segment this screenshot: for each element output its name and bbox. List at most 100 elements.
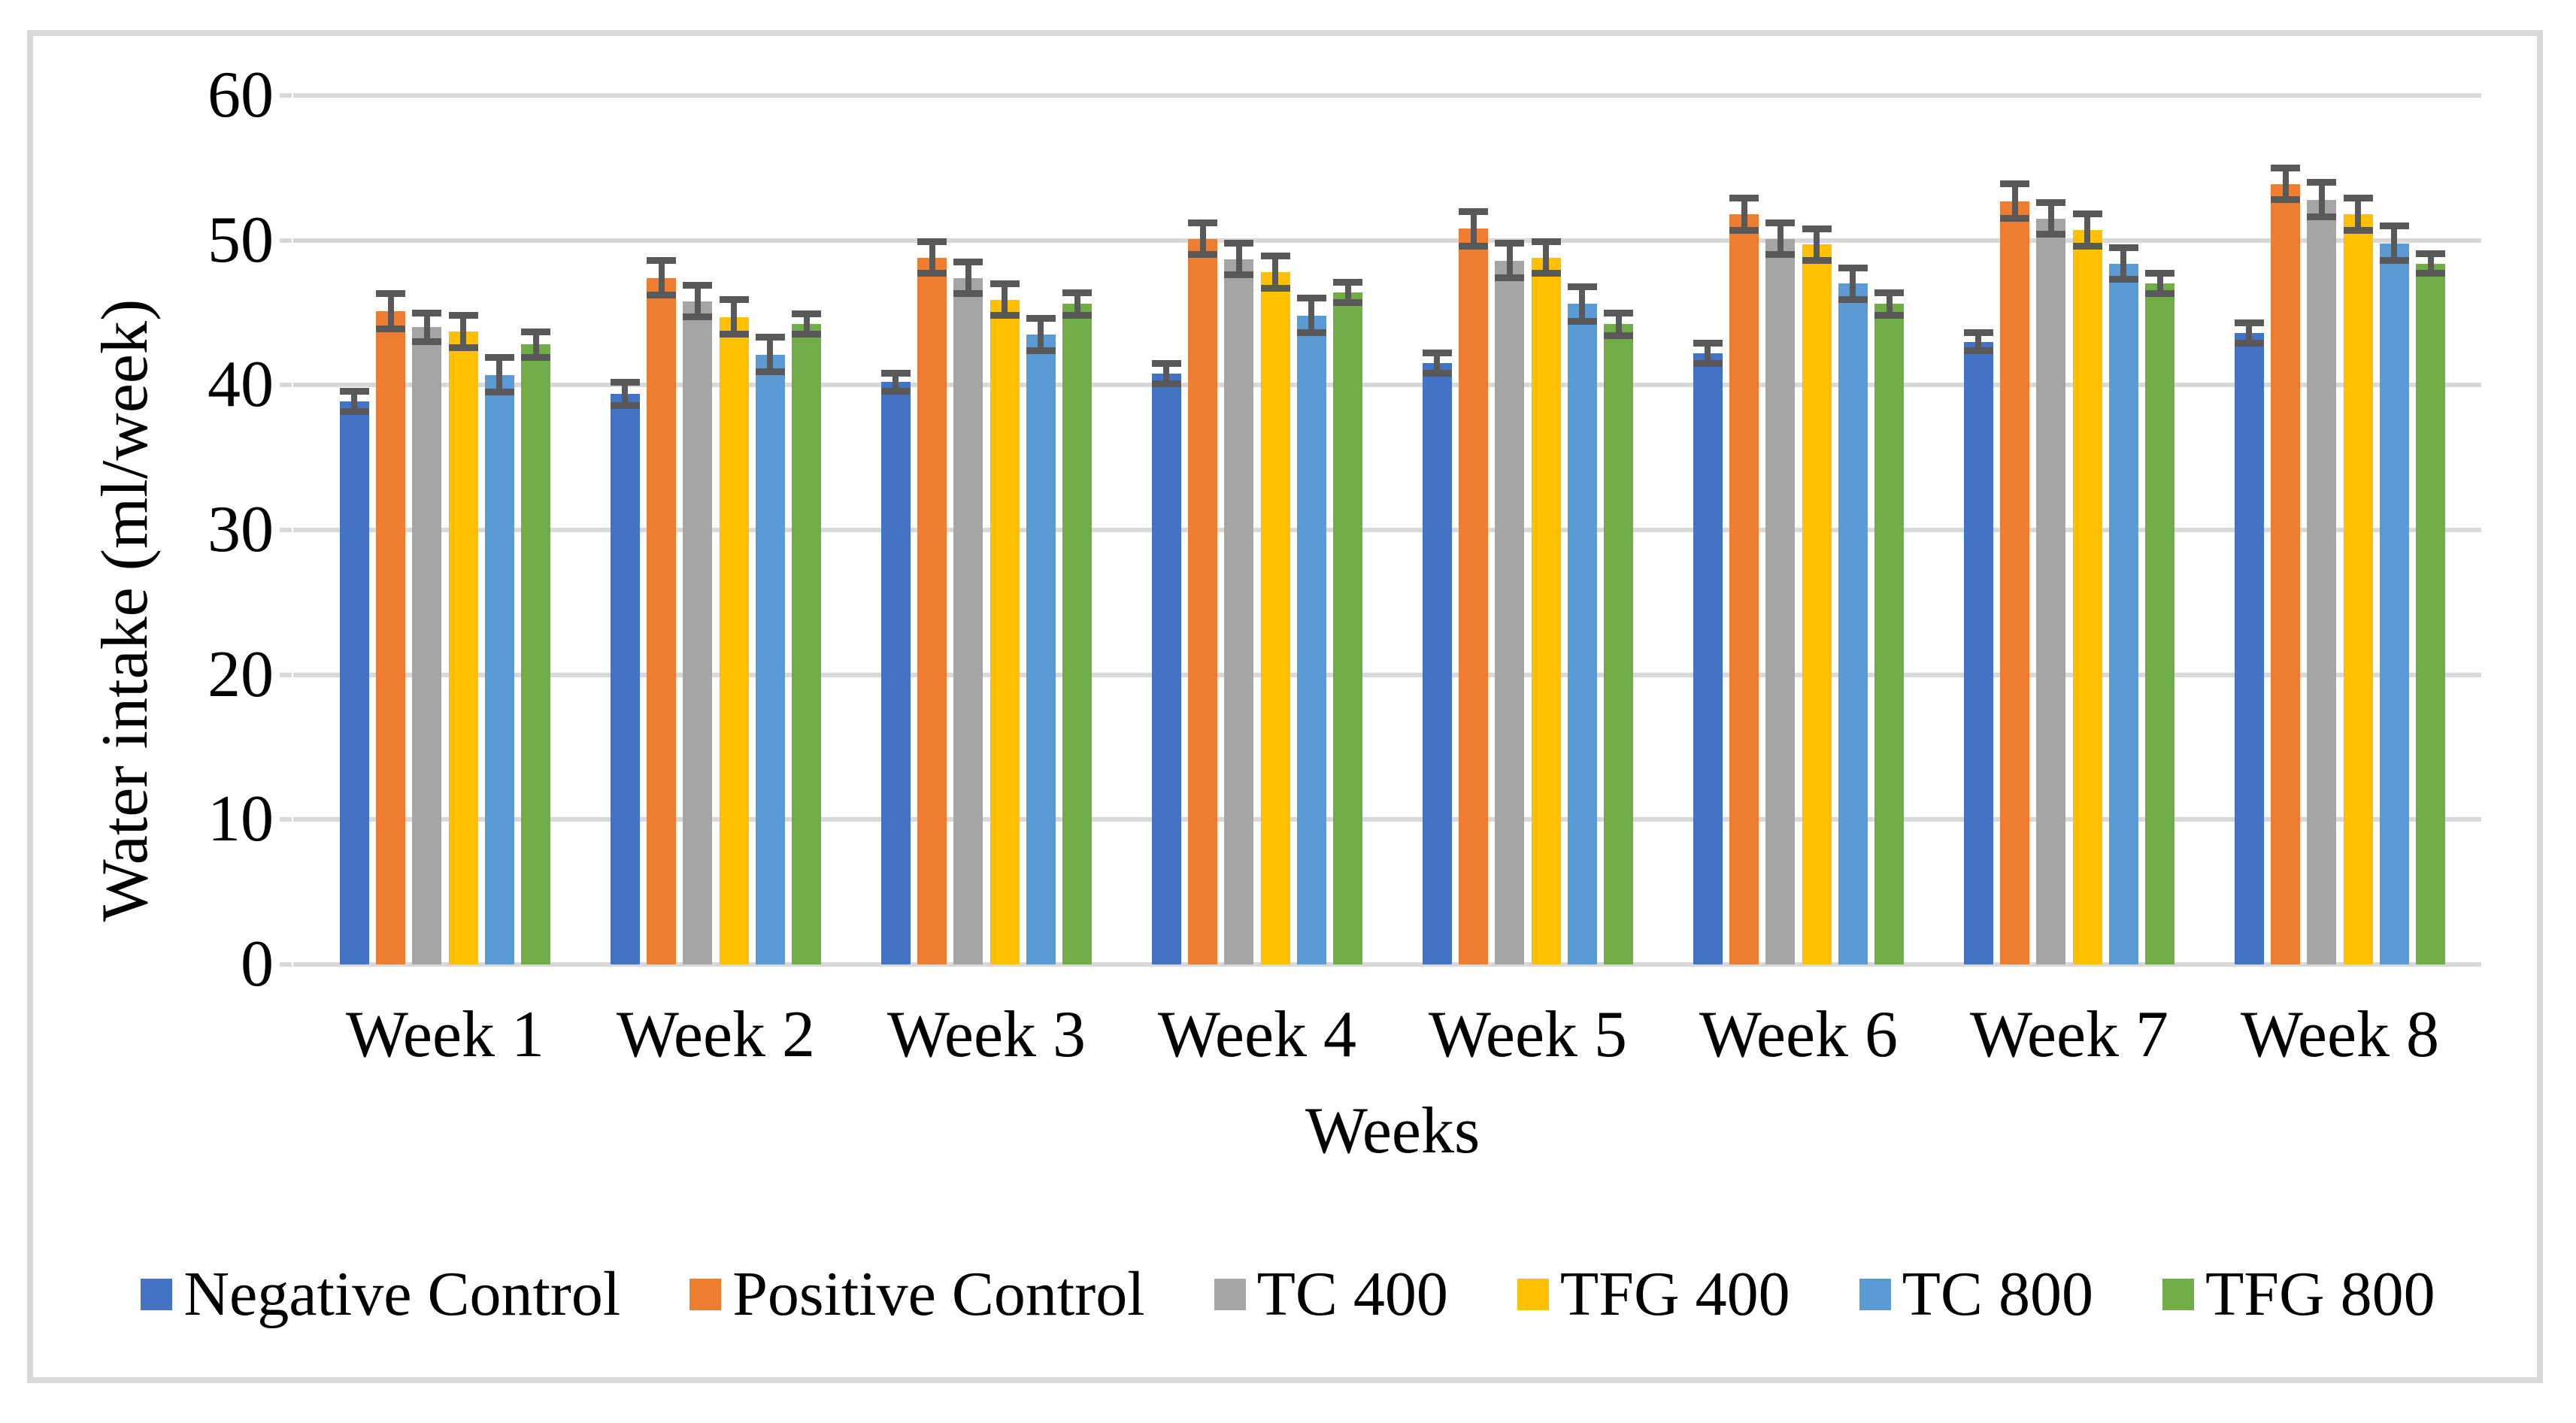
legend-item-tc-800: TC 800 xyxy=(1859,1258,2093,1331)
error-bar-cap-top xyxy=(412,309,442,316)
legend-swatch-icon xyxy=(689,1279,722,1310)
error-bar-cap-bottom xyxy=(1026,347,1056,354)
error-bar-cap-top xyxy=(917,238,947,246)
bar-positive-control-week-4 xyxy=(1188,238,1218,964)
error-bar-cap-bottom xyxy=(484,389,514,396)
error-bar-cap-bottom xyxy=(1874,312,1905,319)
y-tick-mark-30 xyxy=(280,528,292,532)
error-bar-cap-top xyxy=(1963,329,1993,337)
error-bar-line xyxy=(694,285,701,317)
error-bar-cap-bottom xyxy=(2379,257,2409,265)
error-bar-cap-bottom xyxy=(755,368,785,376)
error-bar-cap-bottom xyxy=(683,313,713,321)
error-bar-line xyxy=(2156,273,2163,294)
chart-legend: Negative Control Positive Control TC 400 TF… xyxy=(0,1257,2576,1332)
y-tick-label-0: 0 xyxy=(241,928,274,1001)
error-bar-cap-top xyxy=(989,280,1020,287)
bar-positive-control-week-8 xyxy=(2271,183,2301,964)
error-bar-line xyxy=(1470,211,1477,247)
x-tick-label-week-5: Week 5 xyxy=(1428,998,1628,1071)
error-bar-cap-top xyxy=(755,334,785,341)
error-bar-cap-bottom xyxy=(917,270,947,277)
error-bar-line xyxy=(767,337,774,372)
error-bar-line xyxy=(2427,253,2434,274)
legend-label: Negative Control xyxy=(183,1259,621,1329)
x-tick-label-week-7: Week 7 xyxy=(1969,998,2169,1071)
gridline-y0 xyxy=(293,962,2481,967)
error-bar-line xyxy=(1002,283,1008,316)
legend-item-tfg-800: TFG 800 xyxy=(2162,1258,2435,1331)
chart-outer-border xyxy=(27,30,2543,1383)
error-bar-cap-bottom xyxy=(1531,270,1561,277)
y-tick-mark-60 xyxy=(280,93,292,98)
error-bar-cap-top xyxy=(1604,309,1634,316)
error-bar-cap-top xyxy=(521,328,551,335)
error-bar-cap-top xyxy=(484,354,514,362)
error-bar-cap-bottom xyxy=(2000,215,2030,223)
error-bar-cap-bottom xyxy=(1459,242,1489,250)
error-bar-cap-bottom xyxy=(1062,312,1093,319)
legend-swatch-icon xyxy=(1214,1279,1246,1310)
bar-tc-400-week-5 xyxy=(1495,260,1525,964)
bar-negative-control-week-2 xyxy=(610,393,640,964)
bar-tfg-800-week-4 xyxy=(1333,292,1363,964)
error-bar-cap-bottom xyxy=(719,331,749,338)
error-bar-cap-bottom xyxy=(989,312,1020,319)
legend-item-negative-control: Negative Control xyxy=(141,1258,620,1331)
gridline-y50 xyxy=(293,238,2481,243)
error-bar-cap-top xyxy=(2036,199,2066,207)
bar-tfg-400-week-3 xyxy=(989,299,1020,964)
legend-label: TC 800 xyxy=(1902,1259,2093,1329)
error-bar-cap-top xyxy=(2343,195,2373,202)
x-tick-label-week-3: Week 3 xyxy=(886,998,1086,1071)
error-bar-cap-top xyxy=(792,310,822,318)
error-bar-line xyxy=(1579,286,1586,322)
error-bar-line xyxy=(1705,343,1711,364)
error-bar-line xyxy=(351,391,358,411)
y-tick-label-40: 40 xyxy=(208,348,274,422)
x-tick-label-week-4: Week 4 xyxy=(1157,998,1357,1071)
bar-tfg-400-week-1 xyxy=(448,332,478,964)
x-tick-label-week-2: Week 2 xyxy=(616,998,816,1071)
bar-tfg-400-week-2 xyxy=(719,316,749,964)
error-bar-line xyxy=(1615,313,1622,336)
bar-tc-400-week-4 xyxy=(1224,259,1254,964)
error-bar-cap-bottom xyxy=(2072,242,2102,250)
error-bar-line xyxy=(2084,213,2091,247)
bar-positive-control-week-7 xyxy=(2000,201,2030,964)
error-bar-cap-bottom xyxy=(880,387,911,395)
error-bar-cap-top xyxy=(1765,220,1796,227)
error-bar-cap-top xyxy=(339,387,369,395)
gridline-y30 xyxy=(293,528,2481,532)
error-bar-line xyxy=(423,313,430,342)
error-bar-line xyxy=(1199,223,1206,255)
bar-tc-800-week-7 xyxy=(2108,263,2138,964)
y-tick-mark-0 xyxy=(280,962,292,967)
bar-negative-control-week-7 xyxy=(1963,341,1993,964)
error-bar-cap-top xyxy=(683,281,713,289)
legend-label: TFG 800 xyxy=(2205,1259,2435,1329)
legend-item-positive-control: Positive Control xyxy=(689,1258,1145,1331)
bar-tfg-800-week-1 xyxy=(521,344,551,964)
legend-swatch-icon xyxy=(2162,1279,2194,1310)
error-bar-line xyxy=(893,373,899,392)
error-bar-cap-bottom xyxy=(1693,359,1723,367)
x-tick-label-week-8: Week 8 xyxy=(2240,998,2440,1071)
bar-negative-control-week-3 xyxy=(880,382,911,964)
error-bar-line xyxy=(1543,241,1550,274)
bar-tc-400-week-8 xyxy=(2307,199,2337,964)
bar-tfg-400-week-5 xyxy=(1531,257,1561,964)
error-bar-line xyxy=(1272,256,1279,289)
error-bar-cap-bottom xyxy=(448,344,478,351)
error-bar-cap-bottom xyxy=(1802,257,1832,265)
error-bar-cap-bottom xyxy=(1729,226,1759,234)
bar-tfg-800-week-2 xyxy=(792,324,822,964)
bar-negative-control-week-1 xyxy=(339,401,369,964)
error-bar-cap-top xyxy=(2307,179,2337,186)
error-bar-cap-top xyxy=(1802,225,1832,232)
bar-tfg-800-week-5 xyxy=(1604,324,1634,964)
error-bar-cap-bottom xyxy=(1260,284,1290,292)
plot-area xyxy=(280,93,2481,967)
error-bar-cap-bottom xyxy=(1224,271,1254,279)
